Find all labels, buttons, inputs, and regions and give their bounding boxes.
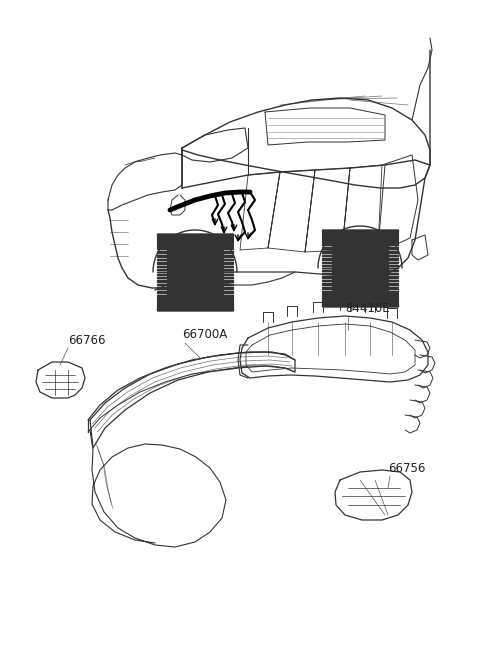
Text: 84410E: 84410E bbox=[345, 302, 390, 314]
Text: 66766: 66766 bbox=[68, 333, 106, 346]
Text: 66756: 66756 bbox=[388, 462, 425, 474]
Text: 66700A: 66700A bbox=[182, 329, 227, 342]
